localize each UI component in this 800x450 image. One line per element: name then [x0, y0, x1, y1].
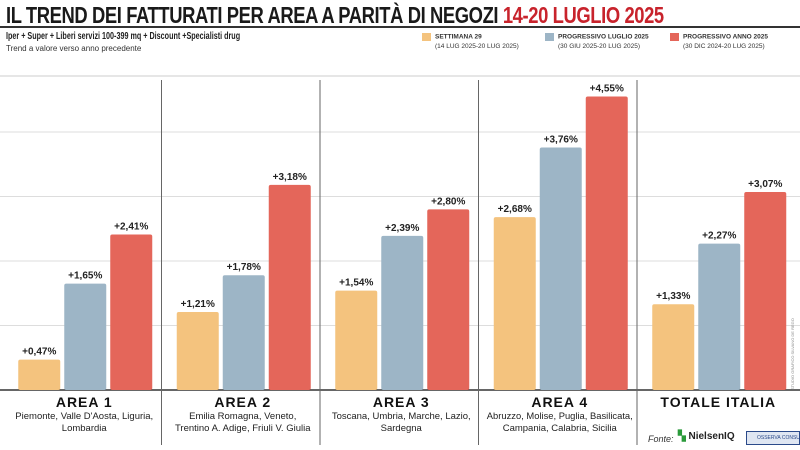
subtitle: Iper + Super + Liberi servizi 100-399 mq…: [6, 31, 241, 42]
bar: [744, 191, 787, 390]
note: Trend a valore verso anno precedente: [6, 44, 142, 53]
bar-value-label: +1,54%: [339, 278, 373, 289]
bar-value-label: +3,18%: [273, 172, 307, 183]
category-label: TOTALE ITALIA: [660, 394, 776, 410]
bar-value-label: +4,55%: [590, 84, 624, 95]
legend-item-1: PROGRESSIVO LUGLIO 2025 (30 GIU 2025-20 L…: [545, 33, 649, 50]
bar: [176, 311, 219, 390]
bar-value-label: +3,76%: [544, 134, 578, 145]
bar-value-label: +1,78%: [227, 262, 261, 273]
legend-period: (30 GIU 2025-20 LUG 2025): [558, 43, 641, 50]
legend-label: PROGRESSIVO ANNO 2025: [683, 33, 769, 41]
category-subtitle: Campania, Calabria, Sicilia: [503, 423, 618, 434]
category-subtitle: Toscana, Umbria, Marche, Lazio,: [332, 411, 471, 422]
nielseniq-logo: ▚ NielsenIQ: [678, 431, 735, 442]
category-subtitle: Lombardia: [62, 423, 108, 434]
legend-label: SETTIMANA 29: [435, 33, 482, 41]
legend-swatch: [670, 33, 679, 41]
provider-name: NielsenIQ: [688, 431, 735, 442]
legend-period: (14 LUG 2025-20 LUG 2025): [435, 43, 519, 50]
category-subtitle: Abruzzo, Molise, Puglia, Basilicata,: [487, 411, 633, 422]
source-label: Fonte:: [648, 434, 674, 444]
bar: [652, 304, 695, 390]
osserva-consumi-logo: OSSERVA CONSUMI: [746, 431, 800, 445]
category-subtitle: Trentino A. Adige, Friuli V. Giulia: [175, 423, 311, 434]
category-subtitle: Piemonte, Valle D'Aosta, Liguria,: [15, 411, 153, 422]
title-main: IL TREND DEI FATTURATI PER AREA A PARITÀ…: [6, 2, 499, 28]
category-label: AREA 3: [373, 394, 430, 410]
legend-swatch: [545, 33, 554, 41]
legend-label: PROGRESSIVO LUGLIO 2025: [558, 33, 649, 41]
bar: [222, 275, 265, 390]
bar-value-label: +2,27%: [702, 231, 736, 242]
bar-value-label: +0,47%: [22, 347, 56, 358]
credit: STUDIO GRAFICO SILVANO DE REGO: [790, 318, 795, 390]
bar-value-label: +1,21%: [181, 299, 215, 310]
bar: [110, 234, 153, 390]
bar-value-label: +3,07%: [748, 179, 782, 190]
bar: [585, 96, 628, 391]
legend-period: (30 DIC 2024-20 LUG 2025): [683, 43, 765, 50]
bar-value-label: +2,80%: [431, 196, 465, 207]
category-label: AREA 1: [56, 394, 113, 410]
category-label: AREA 2: [214, 394, 271, 410]
bar: [539, 147, 582, 390]
bar: [335, 290, 378, 390]
category-subtitle: Sardegna: [381, 423, 423, 434]
title-rule: [0, 26, 800, 28]
bar-value-label: +2,41%: [114, 222, 148, 233]
chart-title: IL TREND DEI FATTURATI PER AREA A PARITÀ…: [6, 2, 664, 29]
bar: [698, 243, 741, 390]
bar: [268, 184, 311, 390]
bar: [18, 359, 61, 390]
bar: [427, 209, 470, 390]
legend-swatch: [422, 33, 431, 41]
bar: [493, 217, 536, 390]
legend-item-2: PROGRESSIVO ANNO 2025 (30 DIC 2024-20 LUG…: [670, 33, 768, 50]
bar-value-label: +1,33%: [656, 291, 690, 302]
bar-value-label: +2,39%: [385, 223, 419, 234]
legend-item-0: SETTIMANA 29 (14 LUG 2025-20 LUG 2025): [422, 33, 519, 50]
category-subtitle: Emilia Romagna, Veneto,: [189, 411, 296, 422]
bar-value-label: +1,65%: [68, 271, 102, 282]
bar: [64, 283, 107, 390]
title-highlight: 14-20 LUGLIO 2025: [502, 2, 664, 28]
category-label: AREA 4: [531, 394, 588, 410]
bar-value-label: +2,68%: [498, 204, 532, 215]
bar: [381, 235, 424, 390]
